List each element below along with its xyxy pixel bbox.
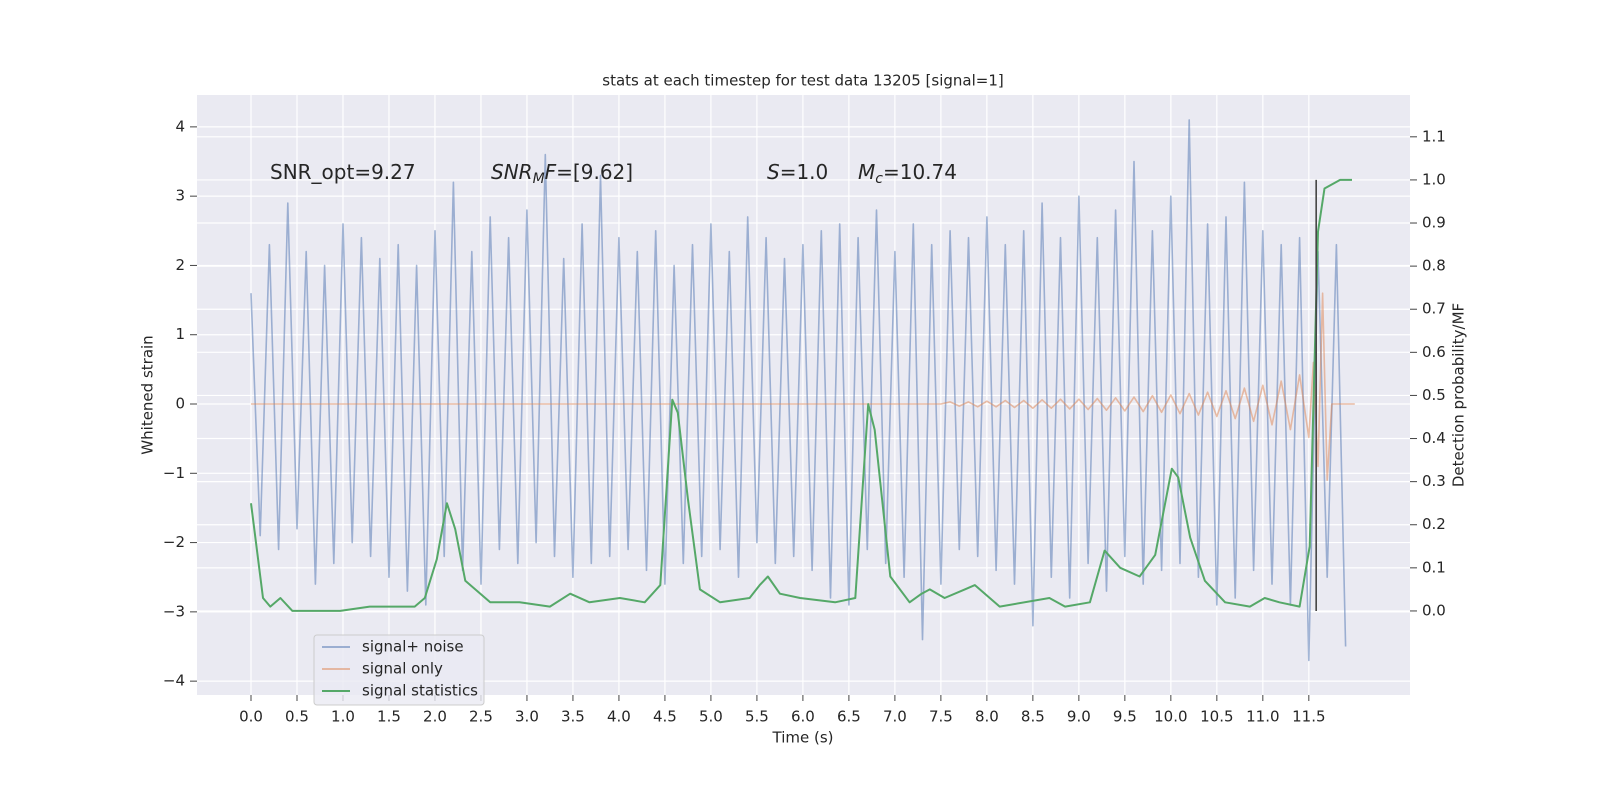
x-tick-label: 0.0 — [239, 708, 263, 726]
y2-tick-label: 0.1 — [1422, 558, 1446, 576]
annotation: Mc=10.74 — [858, 160, 957, 188]
annotation: S=1.0 — [767, 160, 828, 184]
y-tick-label: −2 — [163, 533, 185, 551]
annotation-part: c — [875, 171, 883, 187]
annotation-part: M — [858, 160, 875, 184]
x-tick-label: 7.5 — [929, 708, 953, 726]
x-tick-label: 9.0 — [1067, 708, 1091, 726]
x-tick-label: 0.5 — [285, 708, 309, 726]
x-tick-label: 6.0 — [791, 708, 815, 726]
x-tick-label: 7.0 — [883, 708, 907, 726]
annotation-part: M — [533, 171, 545, 187]
y-tick-label: 2 — [175, 256, 185, 274]
legend-box — [313, 634, 485, 706]
x-tick-label: 1.5 — [377, 708, 401, 726]
y2-tick-label: 0.4 — [1422, 429, 1446, 447]
x-tick-label: 3.5 — [561, 708, 585, 726]
x-tick-label: 3.0 — [515, 708, 539, 726]
annotation-part: F — [545, 160, 557, 184]
x-tick-label: 10.5 — [1200, 708, 1233, 726]
y2-axis-label: Detection probability/MF — [1450, 303, 1468, 487]
legend-label: signal+ noise — [362, 638, 464, 656]
x-tick-label: 8.5 — [1021, 708, 1045, 726]
y-axis-label: Whitened strain — [139, 335, 157, 454]
x-tick-label: 2.0 — [423, 708, 447, 726]
y2-tick-label: 0.2 — [1422, 515, 1446, 533]
y2-tick-label: 0.0 — [1422, 601, 1446, 619]
legend-label: signal statistics — [362, 682, 478, 700]
x-tick-label: 11.0 — [1246, 708, 1279, 726]
x-tick-label: 6.5 — [837, 708, 861, 726]
y2-tick-label: 0.6 — [1422, 343, 1446, 361]
legend-label: signal only — [362, 660, 443, 678]
x-tick-label: 10.0 — [1154, 708, 1187, 726]
y2-tick-label: 0.8 — [1422, 257, 1446, 275]
annotation-part: =1.0 — [780, 160, 829, 184]
x-tick-label: 4.0 — [607, 708, 631, 726]
y2-tick-label: 0.5 — [1422, 386, 1446, 404]
x-tick-label: 8.0 — [975, 708, 999, 726]
annotation-part: SNR — [491, 160, 533, 184]
annotation: SNRMF=[9.62] — [491, 160, 633, 188]
x-tick-label: 4.5 — [653, 708, 677, 726]
x-tick-label: 2.5 — [469, 708, 493, 726]
series-line — [251, 292, 1355, 481]
annotation-part: S — [767, 160, 780, 184]
x-tick-label: 5.0 — [699, 708, 723, 726]
chart-title: stats at each timestep for test data 132… — [602, 72, 1003, 90]
y2-tick-label: 1.1 — [1422, 127, 1446, 145]
y-tick-label: 4 — [175, 117, 185, 135]
y-tick-label: −1 — [163, 464, 185, 482]
series-line — [250, 119, 1347, 662]
x-axis-label: Time (s) — [772, 729, 834, 747]
x-tick-label: 5.5 — [745, 708, 769, 726]
series-line — [250, 178, 1352, 612]
y2-tick-label: 0.9 — [1422, 214, 1446, 232]
y-tick-label: 1 — [175, 325, 185, 343]
y-tick-label: 0 — [175, 395, 185, 413]
x-tick-label: 1.0 — [331, 708, 355, 726]
annotation: SNR_opt=9.27 — [270, 160, 416, 184]
annotation-part: =[9.62] — [556, 160, 633, 184]
y-tick-label: −4 — [163, 672, 185, 690]
y2-tick-label: 1.0 — [1422, 170, 1446, 188]
y-tick-label: 3 — [175, 187, 185, 205]
y2-tick-label: 0.3 — [1422, 472, 1446, 490]
annotation-part: SNR_opt=9.27 — [270, 160, 416, 184]
x-tick-label: 9.5 — [1113, 708, 1137, 726]
annotation-part: =10.74 — [883, 160, 957, 184]
x-tick-label: 11.5 — [1292, 708, 1325, 726]
y-tick-label: −3 — [163, 602, 185, 620]
y2-tick-label: 0.7 — [1422, 300, 1446, 318]
